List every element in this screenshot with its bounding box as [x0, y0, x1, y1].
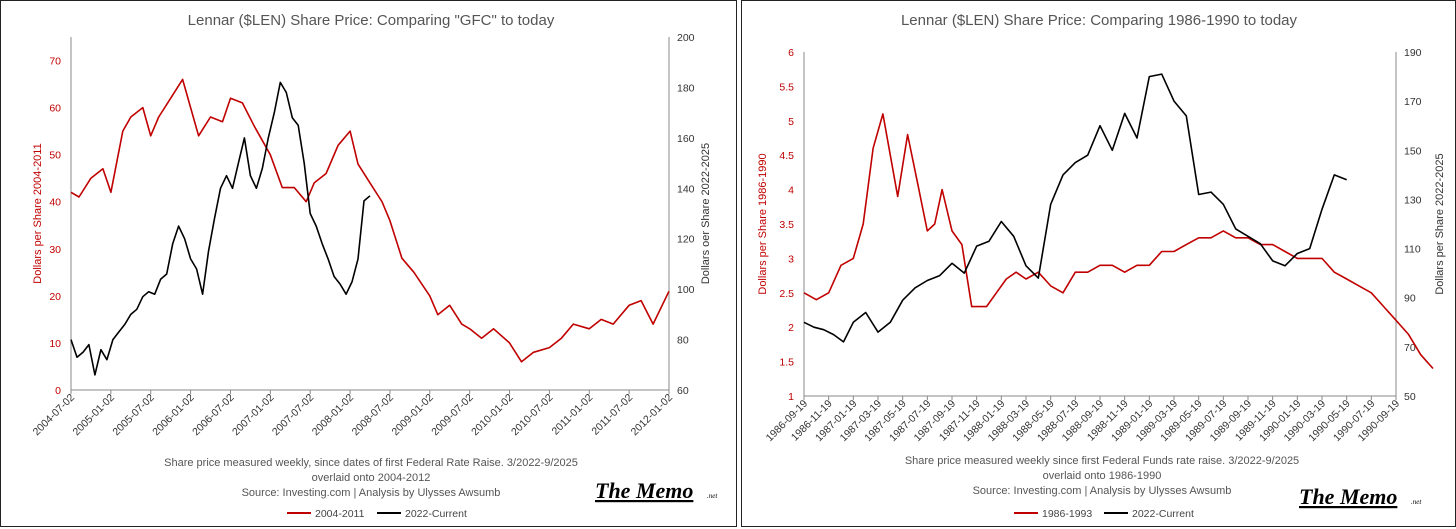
- y-left-tick-label: 2: [788, 322, 794, 334]
- y-left-tick-label: 70: [49, 56, 61, 68]
- y-left-axis-label: Dollars per Share 2004-2011: [32, 143, 44, 283]
- caption-line: overlaid onto 1986-1990: [1043, 470, 1162, 482]
- series-line-2022-Current: [70, 81, 371, 376]
- y-left-tick-label: 50: [49, 150, 61, 162]
- x-tick-label: 2006-01-02: [150, 392, 197, 439]
- y-right-tick-label: 90: [1404, 293, 1416, 305]
- brand-suffix: .net: [1411, 498, 1422, 506]
- x-tick-label: 2007-07-02: [270, 392, 317, 439]
- chart-title: Lennar ($LEN) Share Price: Comparing "GF…: [188, 12, 555, 29]
- y-right-tick-label: 160: [677, 133, 695, 145]
- brand-logo: The Memo: [595, 478, 693, 503]
- x-tick-label: 2010-07-02: [509, 392, 556, 439]
- y-right-tick-label: 60: [677, 385, 689, 397]
- x-tick-label: 2005-01-02: [71, 392, 118, 439]
- caption-line: Share price measured weekly since first …: [905, 455, 1299, 467]
- y-left-tick-label: 4: [788, 185, 794, 197]
- caption-line: Source: Investing.com | Analysis by Ulys…: [242, 487, 501, 499]
- y-right-tick-label: 50: [1404, 391, 1416, 403]
- caption-line: overlaid onto 2004-2012: [312, 472, 431, 484]
- caption-line: Source: Investing.com | Analysis by Ulys…: [973, 485, 1232, 497]
- x-tick-label: 2009-07-02: [429, 392, 476, 439]
- x-tick-label: 2010-01-02: [469, 392, 516, 439]
- y-right-tick-label: 190: [1404, 47, 1422, 59]
- y-right-tick-label: 100: [677, 284, 695, 296]
- brand-suffix: .net: [707, 492, 718, 500]
- caption-line: Share price measured weekly, since dates…: [164, 457, 578, 469]
- y-left-tick-label: 10: [49, 338, 61, 350]
- series-line-1986-1993: [803, 113, 1434, 370]
- legend-label: 2022-Current: [405, 508, 467, 520]
- y-left-tick-label: 2.5: [779, 288, 794, 300]
- x-tick-label: 2009-01-02: [389, 392, 436, 439]
- legend-label: 2022-Current: [1132, 508, 1194, 520]
- y-right-tick-label: 120: [677, 234, 695, 246]
- x-tick-label: 2005-07-02: [110, 392, 157, 439]
- y-right-tick-label: 200: [677, 32, 695, 44]
- chart-1986: Lennar ($LEN) Share Price: Comparing 198…: [757, 12, 1446, 520]
- y-right-tick-label: 80: [677, 335, 689, 347]
- x-tick-label: 2008-07-02: [350, 392, 397, 439]
- y-left-tick-label: 3.5: [779, 219, 794, 231]
- legend-label: 1986-1993: [1042, 508, 1092, 520]
- y-right-tick-label: 150: [1404, 145, 1422, 157]
- y-right-axis-label: Dollars oer Share 2022-2025: [700, 143, 712, 284]
- y-left-tick-label: 0: [55, 385, 61, 397]
- x-tick-label: 2011-01-02: [549, 392, 595, 438]
- y-left-tick-label: 3: [788, 253, 794, 265]
- y-right-tick-label: 170: [1404, 96, 1422, 108]
- x-tick-label: 2006-07-02: [190, 392, 237, 439]
- series-line-2004-2011: [70, 78, 670, 363]
- y-left-tick-label: 60: [49, 103, 61, 115]
- y-left-tick-label: 1.5: [779, 357, 794, 369]
- y-left-tick-label: 5.5: [779, 81, 794, 93]
- y-left-tick-label: 5: [788, 116, 794, 128]
- x-tick-label: 2012-01-02: [629, 392, 676, 439]
- x-tick-label: 2004-07-02: [31, 392, 78, 439]
- y-left-tick-label: 20: [49, 291, 61, 303]
- chart-title: Lennar ($LEN) Share Price: Comparing 198…: [901, 12, 1298, 29]
- chart-panel-gfc: Lennar ($LEN) Share Price: Comparing "GF…: [0, 0, 737, 527]
- y-right-tick-label: 110: [1404, 244, 1421, 256]
- y-right-axis-label: Dollars per Share 2022-2025: [1434, 153, 1446, 294]
- y-left-axis-label: Dollars per Share 1986-1990: [757, 153, 769, 294]
- brand-logo: The Memo: [1299, 484, 1397, 509]
- y-left-tick-label: 6: [788, 47, 794, 59]
- series-line-2022-Current: [803, 73, 1347, 343]
- y-left-tick-label: 4.5: [779, 150, 794, 162]
- y-right-tick-label: 140: [677, 183, 695, 195]
- chart-gfc: Lennar ($LEN) Share Price: Comparing "GF…: [31, 12, 719, 520]
- y-left-tick-label: 30: [49, 244, 61, 256]
- y-left-tick-label: 1: [788, 391, 794, 403]
- x-tick-label: 2007-01-02: [230, 392, 277, 439]
- y-right-tick-label: 130: [1404, 194, 1422, 206]
- y-right-tick-label: 180: [677, 82, 695, 94]
- x-tick-label: 2008-01-02: [310, 392, 357, 439]
- legend-label: 2004-2011: [315, 508, 365, 520]
- y-left-tick-label: 40: [49, 197, 61, 209]
- y-right-tick-label: 70: [1404, 342, 1416, 354]
- chart-panel-1986: Lennar ($LEN) Share Price: Comparing 198…: [741, 0, 1456, 527]
